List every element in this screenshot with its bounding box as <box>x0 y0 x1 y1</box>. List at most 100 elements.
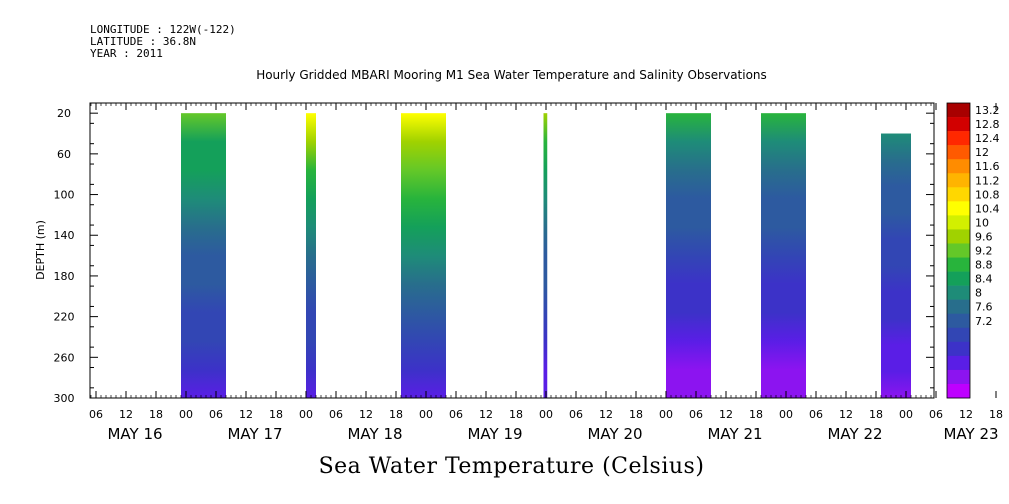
colorbar-swatch <box>947 145 970 160</box>
x-day-label: MAY 16 <box>107 425 162 443</box>
colorbar-label: 9.2 <box>975 245 993 258</box>
colorbar-label: 11.6 <box>975 160 1000 173</box>
colorbar-label: 8.4 <box>975 273 993 286</box>
colorbar-swatch <box>947 313 970 329</box>
colorbar-swatch <box>947 299 970 315</box>
x-tick-label: 12 <box>479 408 493 421</box>
y-axis-label: DEPTH (m) <box>34 220 47 280</box>
x-tick-label: 18 <box>629 408 643 421</box>
x-tick-label: 12 <box>839 408 853 421</box>
data-block <box>543 113 548 398</box>
x-tick-label: 18 <box>869 408 883 421</box>
colorbar-label: 12.8 <box>975 118 1000 131</box>
x-tick-label: 00 <box>539 408 553 421</box>
colorbar-swatch <box>947 229 970 244</box>
data-blocks <box>181 113 911 398</box>
x-axis-title-row: Sea Water Temperature (Celsius) <box>0 454 1009 479</box>
x-day-label: MAY 19 <box>467 425 522 443</box>
y-tick-label: 100 <box>54 189 75 202</box>
colorbar-label: 8 <box>975 287 982 300</box>
data-block <box>761 113 806 398</box>
x-tick-label: 18 <box>269 408 283 421</box>
data-block <box>881 133 911 398</box>
mooring-metadata: LONGITUDE : 122W(-122) LATITUDE : 36.8N … <box>90 24 236 60</box>
colorbar-label: 10.8 <box>975 188 1000 201</box>
y-tick-label: 140 <box>54 229 75 242</box>
x-day-label: MAY 23 <box>943 425 998 443</box>
colorbar-swatch <box>947 243 970 258</box>
y-tick-label: 20 <box>57 107 71 120</box>
data-block <box>401 113 446 398</box>
colorbar-label: 12.4 <box>975 132 1000 145</box>
colorbar-label: 8.8 <box>975 259 993 272</box>
colorbar-label: 11.2 <box>975 174 1000 187</box>
x-tick-label: 06 <box>449 408 463 421</box>
x-day-label: MAY 18 <box>347 425 402 443</box>
colorbar-swatch <box>947 271 970 286</box>
colorbar-label: 12 <box>975 146 989 159</box>
x-tick-label: 12 <box>119 408 133 421</box>
colorbar-swatch <box>947 383 970 399</box>
x-tick-label: 06 <box>809 408 823 421</box>
year-label: YEAR : 2011 <box>90 47 163 60</box>
x-tick-label: 06 <box>209 408 223 421</box>
x-tick-label: 00 <box>179 408 193 421</box>
colorbar-label: 10.4 <box>975 202 1000 215</box>
chart-title: Hourly Gridded MBARI Mooring M1 Sea Wate… <box>256 68 767 82</box>
colorbar-label: 10 <box>975 216 989 229</box>
x-tick-label: 18 <box>749 408 763 421</box>
x-tick-label: 12 <box>959 408 973 421</box>
y-tick-label: 220 <box>54 311 75 324</box>
colorbar-swatch <box>947 355 970 371</box>
data-block <box>306 113 316 398</box>
colorbar-label: 7.6 <box>975 301 993 314</box>
y-tick-label: 60 <box>57 148 71 161</box>
colorbar-swatch <box>947 187 970 202</box>
latitude-label: LATITUDE : 36.8N <box>90 35 196 48</box>
y-tick-label: 180 <box>54 270 75 283</box>
x-tick-label: 00 <box>419 408 433 421</box>
axes: 06 12 18 00 06 12 18 00 06 12 18 00 06 12 18 00 06 12 18 00… <box>54 102 1003 443</box>
colorbar-label: 13.2 <box>975 104 1000 117</box>
colorbar-swatch <box>947 117 970 132</box>
y-tick-label: 260 <box>54 351 75 364</box>
colorbar-swatch <box>947 173 970 188</box>
x-tick-label: 12 <box>239 408 253 421</box>
x-tick-label: 12 <box>359 408 373 421</box>
x-tick-label: 00 <box>299 408 313 421</box>
y-tick-label: 300 <box>54 392 75 405</box>
x-tick-label: 12 <box>599 408 613 421</box>
x-tick-label: 06 <box>329 408 343 421</box>
x-day-label: MAY 22 <box>827 425 882 443</box>
x-tick-label: 18 <box>509 408 523 421</box>
colorbar: 13.212.812.41211.611.210.810.4109.69.28.… <box>946 102 1000 399</box>
colorbar-swatch <box>947 285 970 300</box>
x-tick-label: 12 <box>719 408 733 421</box>
x-tick-label: 06 <box>689 408 703 421</box>
x-day-label: MAY 21 <box>707 425 762 443</box>
colorbar-swatch <box>947 341 970 357</box>
colorbar-frame <box>946 102 971 399</box>
colorbar-swatch <box>947 201 970 216</box>
colorbar-swatch <box>947 327 970 343</box>
colorbar-label: 7.2 <box>975 315 993 328</box>
plot-frame <box>89 102 935 399</box>
x-tick-label: 18 <box>989 408 1003 421</box>
x-axis-title: Sea Water Temperature (Celsius) <box>318 454 705 479</box>
chart-title-row: Hourly Gridded MBARI Mooring M1 Sea Wate… <box>0 68 1009 82</box>
x-tick-label: 06 <box>929 408 943 421</box>
colorbar-swatch <box>947 103 970 118</box>
data-block <box>666 113 711 398</box>
x-tick-label: 00 <box>899 408 913 421</box>
x-day-label: MAY 17 <box>227 425 282 443</box>
colorbar-swatch <box>947 369 970 385</box>
colorbar-label: 9.6 <box>975 230 993 243</box>
x-day-label: MAY 20 <box>587 425 642 443</box>
colorbar-swatch <box>947 159 970 174</box>
colorbar-swatch <box>947 215 970 230</box>
x-tick-label: 18 <box>149 408 163 421</box>
x-tick-label: 06 <box>569 408 583 421</box>
x-tick-label: 06 <box>89 408 103 421</box>
data-block <box>181 113 226 398</box>
